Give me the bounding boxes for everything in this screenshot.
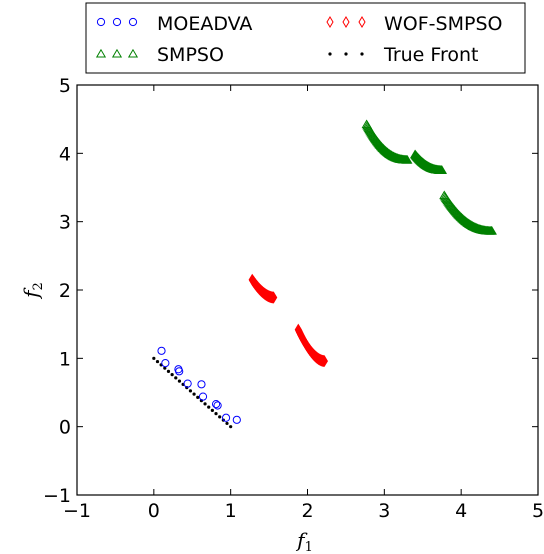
true-front-point xyxy=(214,412,218,416)
true-front-point xyxy=(188,389,193,393)
moeadva-point xyxy=(211,400,221,409)
true-front-point xyxy=(218,415,222,419)
legend-marker-wof-smpso xyxy=(326,16,334,28)
x-tick-label: 1 xyxy=(225,500,237,522)
x-tick-label: −1 xyxy=(63,500,91,522)
true-front-point xyxy=(210,408,214,412)
legend-marker-moeadva xyxy=(128,17,138,27)
x-tick-label: 0 xyxy=(148,500,160,522)
y-tick-label: 5 xyxy=(59,75,71,97)
legend-marker-wof-smpso xyxy=(342,16,350,28)
moeadva-point xyxy=(175,367,184,376)
true-front-point xyxy=(174,376,178,380)
legend-label-smpso: SMPSO xyxy=(157,44,224,66)
legend-marker-wof-smpso xyxy=(358,16,366,28)
legend-marker-true-front xyxy=(344,52,348,56)
smpso-point xyxy=(436,165,448,174)
legend-marker-smpso xyxy=(95,48,107,58)
y-tick-label: 0 xyxy=(59,417,71,439)
y-axis-label: f2 xyxy=(19,282,46,300)
x-tick-label: 2 xyxy=(301,500,313,522)
y-tick-label: 1 xyxy=(59,348,71,370)
true-front-point xyxy=(163,366,167,370)
moeadva-point xyxy=(232,415,241,424)
true-front-point xyxy=(155,359,160,364)
true-front-point xyxy=(229,425,233,429)
true-front-point xyxy=(177,379,182,383)
legend-marker-smpso xyxy=(127,48,139,58)
moeadva-point xyxy=(198,392,208,401)
axis-tick-labels: −1 0 1 2 3 4 5 −1 0 1 2 3 4 5 xyxy=(43,75,544,522)
y-tick-label: −1 xyxy=(43,485,71,507)
legend: MOEADVA SMPSO WOF-SMPSO True Front xyxy=(85,2,526,74)
plot-area-frame xyxy=(76,84,539,496)
y-tick-label: 2 xyxy=(59,280,71,302)
legend-label-true-front: True Front xyxy=(383,44,478,66)
wof-smpso-point xyxy=(270,291,278,304)
true-front-point xyxy=(192,392,196,396)
moeadva-point xyxy=(183,379,192,388)
true-front-point xyxy=(203,402,207,406)
legend-marker-true-front xyxy=(328,52,332,56)
true-front-point xyxy=(152,356,156,360)
true-front-point xyxy=(166,369,171,373)
true-front-point xyxy=(207,405,211,409)
axis-ticks xyxy=(76,84,539,496)
moeadva-point xyxy=(157,346,166,355)
x-tick-label: 3 xyxy=(378,500,390,522)
moeadva-point xyxy=(197,380,206,389)
x-tick-label: 5 xyxy=(532,500,544,522)
data-marks xyxy=(152,119,497,429)
legend-marker-moeadva xyxy=(96,17,106,27)
moeadva-point xyxy=(221,413,231,422)
moeadva-point xyxy=(161,359,170,368)
smpso-point xyxy=(402,154,413,164)
legend-marker-smpso xyxy=(111,48,123,58)
legend-markers xyxy=(95,16,366,58)
legend-marker-true-front xyxy=(360,52,364,56)
y-tick-label: 4 xyxy=(59,143,71,165)
true-front-point xyxy=(225,421,229,426)
legend-label-wof-smpso: WOF-SMPSO xyxy=(384,13,502,35)
x-tick-label: 4 xyxy=(455,500,467,522)
legend-marker-moeadva xyxy=(112,17,122,27)
smpso-point xyxy=(486,226,497,235)
x-axis-label: f1 xyxy=(295,528,313,554)
legend-box xyxy=(85,2,526,74)
legend-label-moeadva: MOEADVA xyxy=(157,13,252,35)
wof-smpso-point xyxy=(320,355,328,368)
y-tick-label: 3 xyxy=(59,212,71,234)
true-front-point xyxy=(196,395,200,399)
true-front-point xyxy=(170,373,174,377)
moeadva-point xyxy=(213,401,222,410)
